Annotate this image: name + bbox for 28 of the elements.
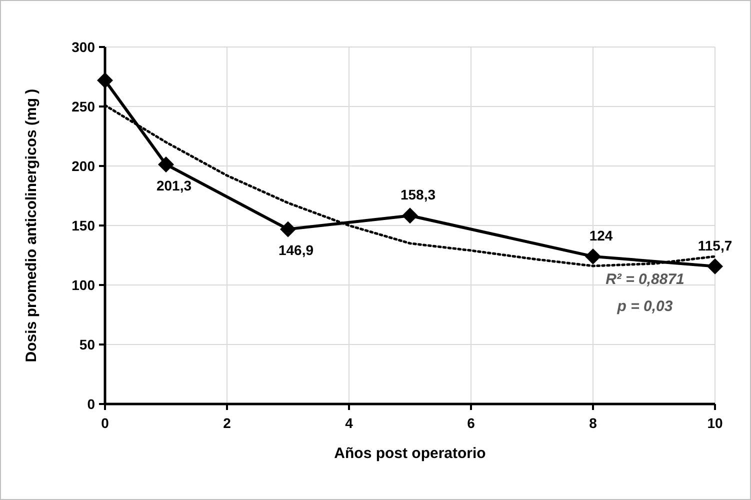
x-tick-label: 0 [101, 415, 110, 431]
y-tick-label: 300 [72, 38, 96, 55]
x-tick-label: 10 [707, 415, 723, 431]
y-axis-title: Dosis promedio anticolinergicos (mg ) [23, 88, 40, 362]
y-tick-label: 250 [72, 98, 96, 114]
data-label: 124 [589, 227, 613, 244]
point [585, 248, 601, 264]
data-label: 146,9 [278, 242, 314, 258]
y-tick-label: 200 [72, 158, 96, 174]
point [158, 156, 174, 172]
x-tick-label: 2 [223, 415, 232, 431]
point [402, 208, 418, 224]
data-label: 201,3 [156, 177, 192, 194]
x-axis-title: Años post operatorio [334, 445, 486, 462]
y-tick-label: 50 [79, 336, 96, 352]
data-label: 115,7 [698, 237, 732, 254]
x-tick-label: 6 [467, 415, 476, 431]
x-tick-label: 4 [345, 415, 354, 431]
y-tick-label: 0 [87, 396, 96, 412]
point [280, 221, 296, 238]
annotation: R² = 0,8871 [606, 271, 684, 288]
point [97, 72, 113, 88]
x-tick-label: 8 [589, 415, 598, 431]
y-tick-label: 100 [72, 276, 96, 293]
y-tick-label: 150 [72, 217, 96, 234]
point [707, 258, 723, 274]
annotation: p = 0,03 [616, 298, 674, 315]
data-label: 158,3 [400, 186, 436, 203]
